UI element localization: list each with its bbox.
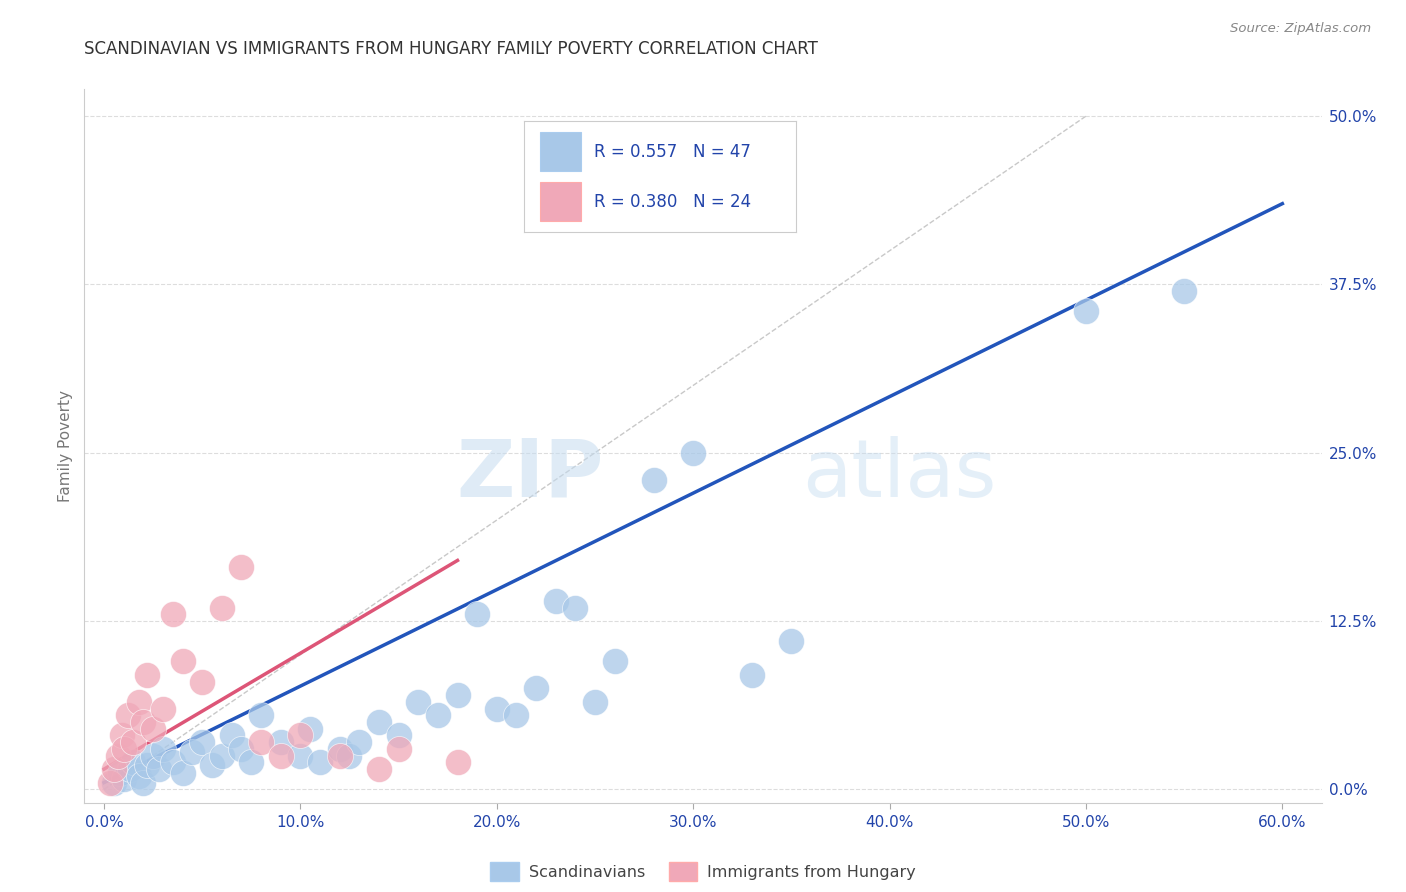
- Point: [112, 772, 135, 786]
- Point: [152, 701, 174, 715]
- Point: [201, 758, 224, 772]
- Point: [148, 762, 170, 776]
- Point: [290, 748, 312, 763]
- Point: [406, 695, 429, 709]
- Point: [270, 735, 292, 749]
- Y-axis label: Family Poverty: Family Poverty: [58, 390, 73, 502]
- Point: [387, 742, 409, 756]
- Point: [339, 748, 361, 763]
- Point: [465, 607, 488, 622]
- Point: [108, 766, 131, 780]
- Point: [181, 745, 204, 759]
- Text: ZIP: ZIP: [457, 435, 605, 514]
- Point: [122, 735, 145, 749]
- Point: [142, 722, 165, 736]
- Point: [128, 695, 150, 709]
- Point: [780, 634, 803, 648]
- Point: [162, 756, 184, 770]
- Point: [172, 766, 194, 780]
- Text: SCANDINAVIAN VS IMMIGRANTS FROM HUNGARY FAMILY POVERTY CORRELATION CHART: SCANDINAVIAN VS IMMIGRANTS FROM HUNGARY …: [84, 40, 818, 58]
- Point: [142, 748, 165, 763]
- Point: [231, 560, 253, 574]
- Point: [329, 742, 352, 756]
- Point: [309, 756, 332, 770]
- Point: [368, 714, 391, 729]
- Point: [446, 688, 468, 702]
- Point: [682, 446, 704, 460]
- Point: [270, 748, 292, 763]
- Point: [162, 607, 184, 622]
- Point: [107, 748, 129, 763]
- Point: [446, 756, 468, 770]
- Point: [349, 735, 371, 749]
- Point: [98, 775, 121, 789]
- Legend: Scandinavians, Immigrants from Hungary: Scandinavians, Immigrants from Hungary: [484, 855, 922, 888]
- Point: [111, 729, 134, 743]
- Point: [583, 695, 606, 709]
- Point: [152, 742, 174, 756]
- Point: [118, 762, 141, 776]
- Text: Source: ZipAtlas.com: Source: ZipAtlas.com: [1230, 22, 1371, 36]
- Point: [299, 722, 322, 736]
- Point: [191, 735, 214, 749]
- Point: [122, 756, 145, 770]
- Point: [117, 708, 139, 723]
- Point: [524, 681, 547, 696]
- Point: [211, 748, 233, 763]
- Point: [426, 708, 449, 723]
- Point: [112, 742, 135, 756]
- Point: [1074, 304, 1097, 318]
- Point: [103, 762, 125, 776]
- Point: [643, 473, 665, 487]
- Point: [103, 775, 125, 789]
- Point: [191, 674, 214, 689]
- Point: [741, 668, 763, 682]
- Point: [387, 729, 409, 743]
- Point: [544, 594, 567, 608]
- Point: [290, 729, 312, 743]
- Point: [136, 668, 159, 682]
- Point: [329, 748, 352, 763]
- Point: [221, 729, 243, 743]
- Point: [240, 756, 263, 770]
- Point: [128, 769, 150, 783]
- Point: [1173, 284, 1195, 298]
- Point: [505, 708, 527, 723]
- Point: [603, 655, 626, 669]
- Point: [250, 708, 273, 723]
- Point: [132, 714, 155, 729]
- Point: [564, 600, 586, 615]
- Point: [231, 742, 253, 756]
- Point: [136, 758, 159, 772]
- Text: atlas: atlas: [801, 435, 997, 514]
- Point: [211, 600, 233, 615]
- Point: [485, 701, 508, 715]
- Point: [368, 762, 391, 776]
- Point: [250, 735, 273, 749]
- Point: [132, 775, 155, 789]
- Point: [172, 655, 194, 669]
